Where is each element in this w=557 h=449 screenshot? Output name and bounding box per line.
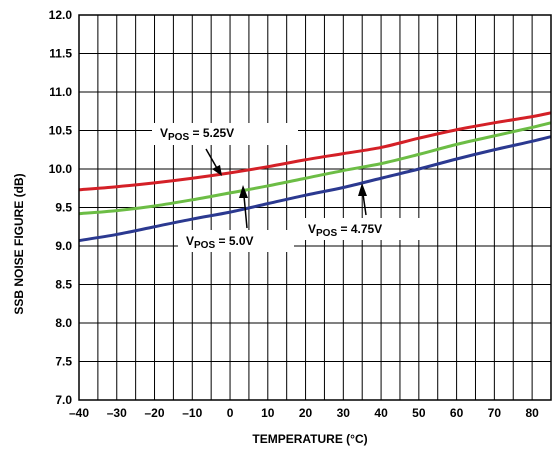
y-axis-label: SSB NOISE FIGURE (dB) bbox=[12, 173, 26, 314]
y-tick-label: 10.5 bbox=[49, 124, 73, 138]
x-tick-label: –20 bbox=[145, 406, 165, 420]
x-tick-label: 60 bbox=[450, 406, 464, 420]
series-line bbox=[78, 135, 552, 243]
annotation-label: VPOS = 5.25V bbox=[160, 126, 234, 143]
y-tick-label: 11.0 bbox=[49, 85, 72, 99]
annotation-vpos-5-0v: VPOS = 5.0V bbox=[178, 185, 294, 252]
series-line bbox=[78, 111, 552, 192]
y-tick-label: 9.0 bbox=[55, 239, 72, 253]
y-tick-label: 7.5 bbox=[55, 355, 72, 369]
y-tick-labels: 7.0 7.5 8.0 8.5 9.0 9.5 10.0 10.5 11.0 11.5 12.0 bbox=[49, 8, 73, 407]
x-tick-label: 30 bbox=[337, 406, 351, 420]
x-tick-label: 10 bbox=[261, 406, 275, 420]
y-tick-label: 12.0 bbox=[49, 8, 73, 22]
annotation-vpos-5-25v: VPOS = 5.25V bbox=[152, 123, 298, 176]
x-tick-label: –30 bbox=[107, 406, 127, 420]
y-tick-label: 7.0 bbox=[55, 393, 72, 407]
annotation-label: VPOS = 5.0V bbox=[186, 234, 254, 251]
y-tick-label: 9.5 bbox=[55, 201, 72, 215]
x-tick-label: 40 bbox=[374, 406, 388, 420]
y-tick-label: 10.0 bbox=[49, 162, 73, 176]
x-tick-label: 50 bbox=[412, 406, 426, 420]
y-tick-label: 8.5 bbox=[55, 278, 72, 292]
series-lines bbox=[78, 111, 552, 243]
x-axis-label: TEMPERATURE (°C) bbox=[252, 432, 367, 446]
x-tick-label: –40 bbox=[69, 406, 89, 420]
series-line bbox=[78, 121, 552, 216]
plot-frame bbox=[78, 14, 552, 401]
x-tick-label: 0 bbox=[227, 406, 234, 420]
annotation-label: VPOS = 4.75V bbox=[308, 222, 382, 239]
x-tick-label: –10 bbox=[182, 406, 202, 420]
y-tick-label: 8.0 bbox=[55, 316, 72, 330]
y-tick-label: 11.5 bbox=[49, 47, 72, 61]
x-tick-labels: –40 –30 –20 –10 0 10 20 30 40 50 60 70 80 bbox=[69, 406, 539, 420]
annotation-vpos-4-75v: VPOS = 4.75V bbox=[300, 183, 426, 240]
x-tick-label: 80 bbox=[525, 406, 539, 420]
x-tick-label: 70 bbox=[488, 406, 502, 420]
x-tick-label: 20 bbox=[299, 406, 313, 420]
